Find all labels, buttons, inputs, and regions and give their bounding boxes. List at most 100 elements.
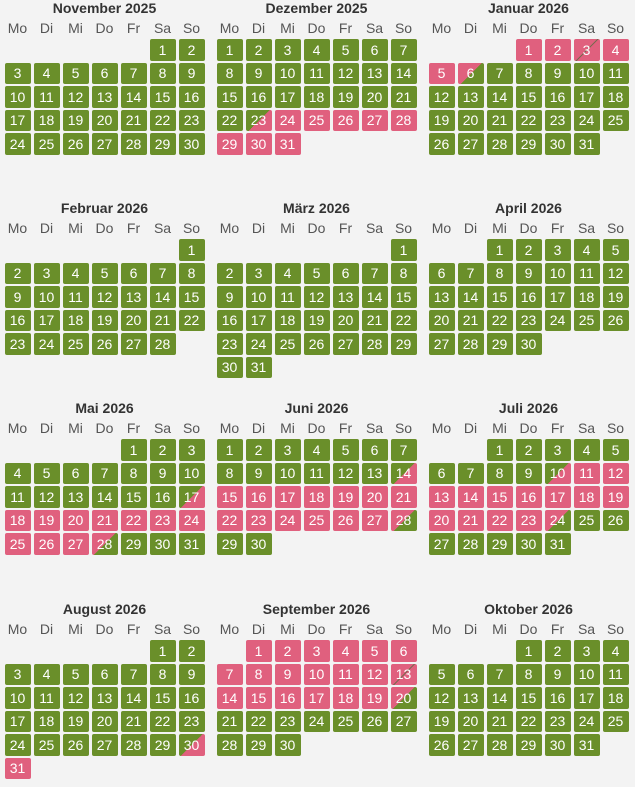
day-cell-free[interactable]: 22 xyxy=(216,109,243,131)
day-cell-free[interactable]: 23 xyxy=(544,109,571,131)
day-cell-booked[interactable]: 15 xyxy=(245,687,272,709)
day-cell-free[interactable]: 12 xyxy=(428,86,455,108)
day-cell-booked[interactable]: 6 xyxy=(390,640,417,662)
day-cell-free[interactable]: 7 xyxy=(149,262,176,284)
day-cell-free[interactable]: 27 xyxy=(120,333,147,355)
day-cell-free[interactable]: 28 xyxy=(361,333,388,355)
day-cell-booked[interactable]: 31 xyxy=(4,757,31,779)
day-cell-free[interactable]: 3 xyxy=(4,663,31,685)
day-cell-free[interactable]: 30 xyxy=(544,734,571,756)
day-cell-free[interactable]: 21 xyxy=(120,109,147,131)
day-cell-booked[interactable]: 17 xyxy=(544,486,571,508)
day-cell-free[interactable]: 8 xyxy=(486,262,513,284)
day-cell-free[interactable]: 17 xyxy=(245,309,272,331)
day-cell-free[interactable]: 26 xyxy=(602,309,629,331)
day-cell-free[interactable]: 26 xyxy=(303,333,330,355)
day-cell-free[interactable]: 6 xyxy=(91,663,118,685)
day-cell-free[interactable]: 25 xyxy=(573,509,600,531)
day-cell-free[interactable]: 23 xyxy=(178,109,205,131)
day-cell-free[interactable]: 14 xyxy=(149,286,176,308)
day-cell-booked[interactable]: 27 xyxy=(361,509,388,531)
day-cell-booked[interactable]: 18 xyxy=(4,509,31,531)
day-cell-free[interactable]: 16 xyxy=(245,86,272,108)
day-cell-free[interactable]: 22 xyxy=(486,309,513,331)
day-cell-free[interactable]: 10 xyxy=(274,462,301,484)
day-cell-free[interactable]: 12 xyxy=(332,462,359,484)
day-cell-booked[interactable]: 23 xyxy=(245,509,272,531)
day-cell-free[interactable]: 21 xyxy=(390,86,417,108)
day-cell-booked[interactable]: 17 xyxy=(303,687,330,709)
day-cell-free[interactable]: 15 xyxy=(390,286,417,308)
day-cell-free[interactable]: 27 xyxy=(428,533,455,555)
day-cell-free[interactable]: 18 xyxy=(602,86,629,108)
day-cell-free[interactable]: 3 xyxy=(544,439,571,461)
day-cell-free[interactable]: 12 xyxy=(91,286,118,308)
day-cell-free[interactable]: 10 xyxy=(178,462,205,484)
day-cell-free[interactable]: 12 xyxy=(33,486,60,508)
day-cell-booked[interactable]: 19 xyxy=(361,687,388,709)
day-cell-free[interactable]: 29 xyxy=(486,333,513,355)
day-cell-departure[interactable]: 20 xyxy=(390,687,417,709)
day-cell-booked[interactable]: 20 xyxy=(62,509,89,531)
day-cell-free[interactable]: 23 xyxy=(178,710,205,732)
day-cell-free[interactable]: 12 xyxy=(303,286,330,308)
day-cell-booked[interactable]: 17 xyxy=(274,486,301,508)
day-cell-booked[interactable]: 21 xyxy=(390,486,417,508)
day-cell-free[interactable]: 16 xyxy=(216,309,243,331)
day-cell-free[interactable]: 9 xyxy=(515,462,542,484)
day-cell-free[interactable]: 7 xyxy=(457,262,484,284)
day-cell-free[interactable]: 5 xyxy=(91,262,118,284)
day-cell-free[interactable]: 8 xyxy=(515,663,542,685)
day-cell-free[interactable]: 19 xyxy=(428,109,455,131)
day-cell-free[interactable]: 14 xyxy=(361,286,388,308)
day-cell-free[interactable]: 13 xyxy=(457,86,484,108)
day-cell-free[interactable]: 3 xyxy=(573,640,600,662)
day-cell-free[interactable]: 8 xyxy=(515,62,542,84)
day-cell-free[interactable]: 18 xyxy=(303,86,330,108)
day-cell-free[interactable]: 26 xyxy=(602,509,629,531)
day-cell-free[interactable]: 7 xyxy=(486,663,513,685)
day-cell-free[interactable]: 13 xyxy=(332,286,359,308)
day-cell-booked[interactable]: 24 xyxy=(274,509,301,531)
day-cell-free[interactable]: 23 xyxy=(515,309,542,331)
day-cell-free[interactable]: 11 xyxy=(4,486,31,508)
day-cell-free[interactable]: 9 xyxy=(245,62,272,84)
day-cell-free[interactable]: 29 xyxy=(216,533,243,555)
day-cell-free[interactable]: 15 xyxy=(216,86,243,108)
day-cell-free[interactable]: 28 xyxy=(457,333,484,355)
day-cell-free[interactable]: 24 xyxy=(245,333,272,355)
day-cell-free[interactable]: 5 xyxy=(62,663,89,685)
day-cell-free[interactable]: 25 xyxy=(573,309,600,331)
day-cell-booked[interactable]: 14 xyxy=(457,486,484,508)
day-cell-booked[interactable]: 7 xyxy=(216,663,243,685)
day-cell-booked[interactable]: 16 xyxy=(245,486,272,508)
day-cell-free[interactable]: 26 xyxy=(428,133,455,155)
day-cell-free[interactable]: 2 xyxy=(216,262,243,284)
day-cell-free[interactable]: 19 xyxy=(428,710,455,732)
day-cell-free[interactable]: 24 xyxy=(303,710,330,732)
day-cell-free[interactable]: 28 xyxy=(120,133,147,155)
day-cell-booked[interactable]: 22 xyxy=(216,509,243,531)
day-cell-free[interactable]: 5 xyxy=(602,439,629,461)
day-cell-free[interactable]: 15 xyxy=(178,286,205,308)
day-cell-free[interactable]: 19 xyxy=(303,309,330,331)
day-cell-free[interactable]: 6 xyxy=(361,39,388,61)
day-cell-free[interactable]: 3 xyxy=(4,62,31,84)
day-cell-free[interactable]: 12 xyxy=(602,262,629,284)
day-cell-free[interactable]: 4 xyxy=(573,239,600,261)
day-cell-free[interactable]: 11 xyxy=(303,62,330,84)
day-cell-booked[interactable]: 31 xyxy=(274,133,301,155)
day-cell-booked[interactable]: 24 xyxy=(274,109,301,131)
day-cell-free[interactable]: 12 xyxy=(428,687,455,709)
day-cell-booked[interactable]: 1 xyxy=(245,640,272,662)
day-cell-free[interactable]: 19 xyxy=(332,86,359,108)
day-cell-free[interactable]: 12 xyxy=(62,86,89,108)
day-cell-booked[interactable]: 18 xyxy=(573,486,600,508)
day-cell-free[interactable]: 14 xyxy=(91,486,118,508)
day-cell-booked[interactable]: 26 xyxy=(33,533,60,555)
day-cell-free[interactable]: 17 xyxy=(573,86,600,108)
day-cell-free[interactable]: 3 xyxy=(544,239,571,261)
day-cell-free[interactable]: 4 xyxy=(62,262,89,284)
day-cell-free[interactable]: 9 xyxy=(4,286,31,308)
day-cell-free[interactable]: 19 xyxy=(62,109,89,131)
